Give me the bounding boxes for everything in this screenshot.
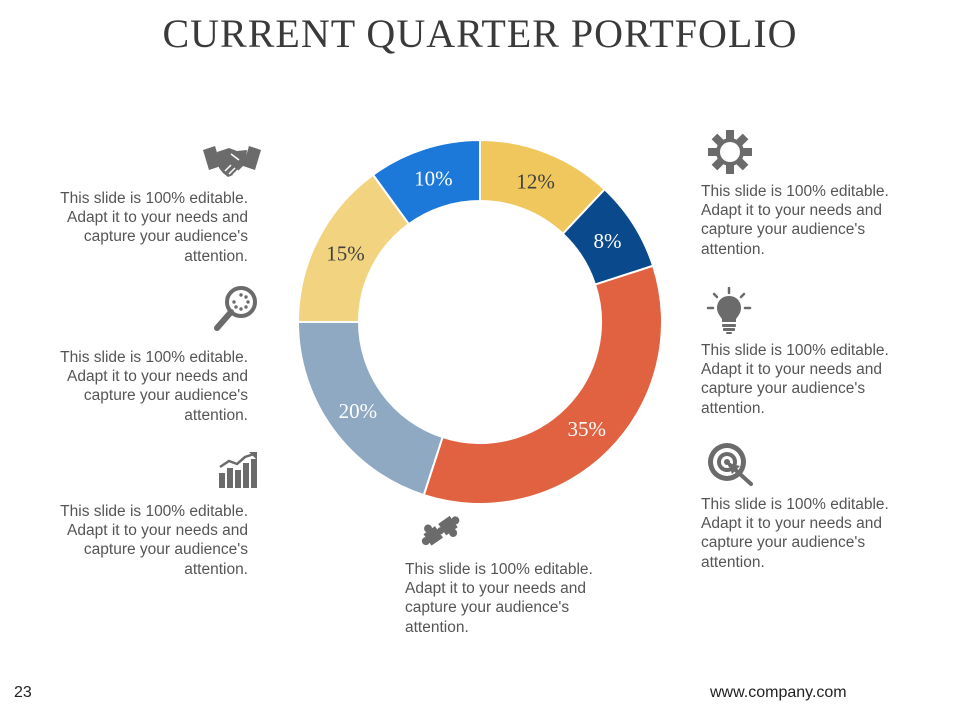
callout-text-6: This slide is 100% editable. Adapt it to…	[701, 342, 889, 417]
donut-slice-3	[422, 264, 663, 505]
callout-text-3: This slide is 100% editable. Adapt it to…	[60, 503, 248, 578]
slide-title: CURRENT QUARTER PORTFOLIO	[162, 11, 798, 56]
donut-label-6: 10%	[414, 166, 453, 190]
donut-label-3: 35%	[568, 417, 607, 441]
callout-text-4: This slide is 100% editable. Adapt it to…	[405, 561, 593, 636]
callout-text-1: This slide is 100% editable. Adapt it to…	[60, 190, 248, 265]
growth-chart-icon	[219, 452, 257, 488]
donut-label-4: 20%	[339, 399, 378, 423]
puzzle-icon	[421, 515, 460, 546]
donut-label-1: 12%	[516, 170, 555, 194]
donut-label-2: 8%	[593, 229, 621, 253]
page-number: 23	[14, 684, 32, 701]
donut-slice-6	[371, 138, 481, 226]
callout-text-7: This slide is 100% editable. Adapt it to…	[701, 496, 889, 571]
donut-labels: 12% 8% 35% 20% 15% 10%	[326, 166, 621, 440]
handshake-icon	[203, 146, 261, 177]
lightbulb-icon	[706, 287, 752, 334]
callout-text-2: This slide is 100% editable. Adapt it to…	[60, 349, 248, 424]
target-icon	[708, 443, 753, 486]
callout-text-5: This slide is 100% editable. Adapt it to…	[701, 183, 889, 258]
donut-slices	[296, 138, 663, 505]
website-url: www.company.com	[710, 684, 847, 701]
donut-label-5: 15%	[326, 241, 365, 265]
magnifier-icon	[214, 286, 257, 331]
gear-icon	[708, 130, 752, 174]
